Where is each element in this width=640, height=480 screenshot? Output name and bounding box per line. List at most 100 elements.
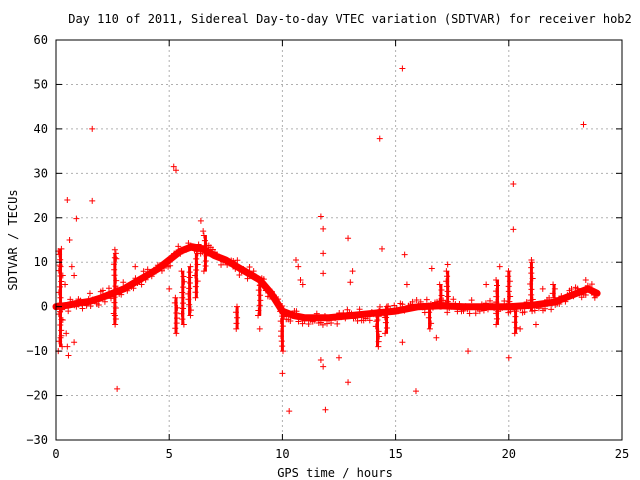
spike-point [56,338,63,345]
band-point [480,307,487,314]
spike-point [179,316,186,323]
band-point [570,293,577,300]
outlier-point [111,246,118,253]
outlier-point [320,225,327,232]
band-point [242,269,249,276]
band-point [319,321,326,328]
spike-point [278,328,285,335]
outlier-point [399,339,406,346]
x-axis-label: GPS time / hours [277,466,393,480]
band-point [501,298,508,305]
spike-point [59,343,66,350]
spike-point [278,333,285,340]
spike-point [382,319,389,326]
outlier-point [320,270,327,277]
band-point [550,298,557,305]
spike-point [58,278,65,285]
x-tick-label: 15 [388,447,402,461]
outlier-point [286,408,293,415]
spike-point [194,278,201,285]
spike-point [185,290,192,297]
band-point [456,300,463,307]
spike-point [444,298,451,305]
band-point [77,297,84,304]
spike-point [111,299,118,306]
band-point [499,304,506,311]
spike-point [505,288,512,295]
band-point [464,306,471,313]
band-point [427,301,434,308]
outlier-point [428,265,435,272]
band-point [311,317,318,324]
band-point [108,295,115,302]
band-point [338,314,345,321]
outlier-point [170,163,177,170]
outlier-point [483,281,490,288]
spike-point [186,269,193,276]
outlier-point [336,354,342,361]
band-point [175,243,182,250]
band-point [366,317,373,324]
spike-point [505,268,512,275]
band-point [586,285,593,292]
band-point [271,292,278,299]
band-point [450,296,457,303]
band-point [460,307,467,314]
band-point [262,287,269,294]
spike-point [186,285,193,292]
band-point [403,306,410,313]
spike-point [446,303,453,310]
band-point [588,281,595,288]
plot-frame [55,39,623,441]
spike-point [376,308,383,315]
band-point [399,301,406,308]
spike-point [529,302,536,309]
spike-point [58,245,65,252]
spike-point [549,290,556,297]
spike-point [57,300,64,307]
outlier-point [111,254,118,261]
spike-point [255,287,262,294]
band-point [395,308,402,315]
outlier-point [114,385,121,392]
spike-point [375,343,382,350]
band-point [248,272,255,279]
spike-point [443,283,450,290]
band-point [138,281,145,288]
band-point [364,313,371,320]
band-point [470,303,477,310]
outlier-point [63,330,70,337]
spike-point [179,294,186,301]
spike-point [438,287,445,293]
band-point [148,273,155,280]
spike-point [113,255,120,262]
band-point [328,320,335,327]
spike-point [179,289,186,296]
spike-point [179,300,186,307]
spike-point [375,313,382,320]
band-point [130,285,137,292]
band-point [266,293,273,300]
spike-point [381,314,388,321]
band-point [376,303,383,310]
spike-point [113,277,120,284]
spike-point [443,278,450,285]
outlier-point [510,181,517,187]
band-point [160,265,167,272]
outlier-point [89,197,96,204]
band-point [548,306,555,313]
spike-point [279,313,286,320]
axis-ticks [55,39,623,441]
spike-point [256,302,263,309]
band-point [507,308,514,315]
spike-point [200,232,207,239]
band-point [444,309,451,316]
spike-point [201,242,208,249]
outlier-point [89,125,96,132]
band-point [101,298,108,305]
band-point [67,296,74,303]
band-point [260,276,267,283]
spike-point [112,250,119,257]
spike-point [438,292,445,299]
band-point [466,310,473,317]
